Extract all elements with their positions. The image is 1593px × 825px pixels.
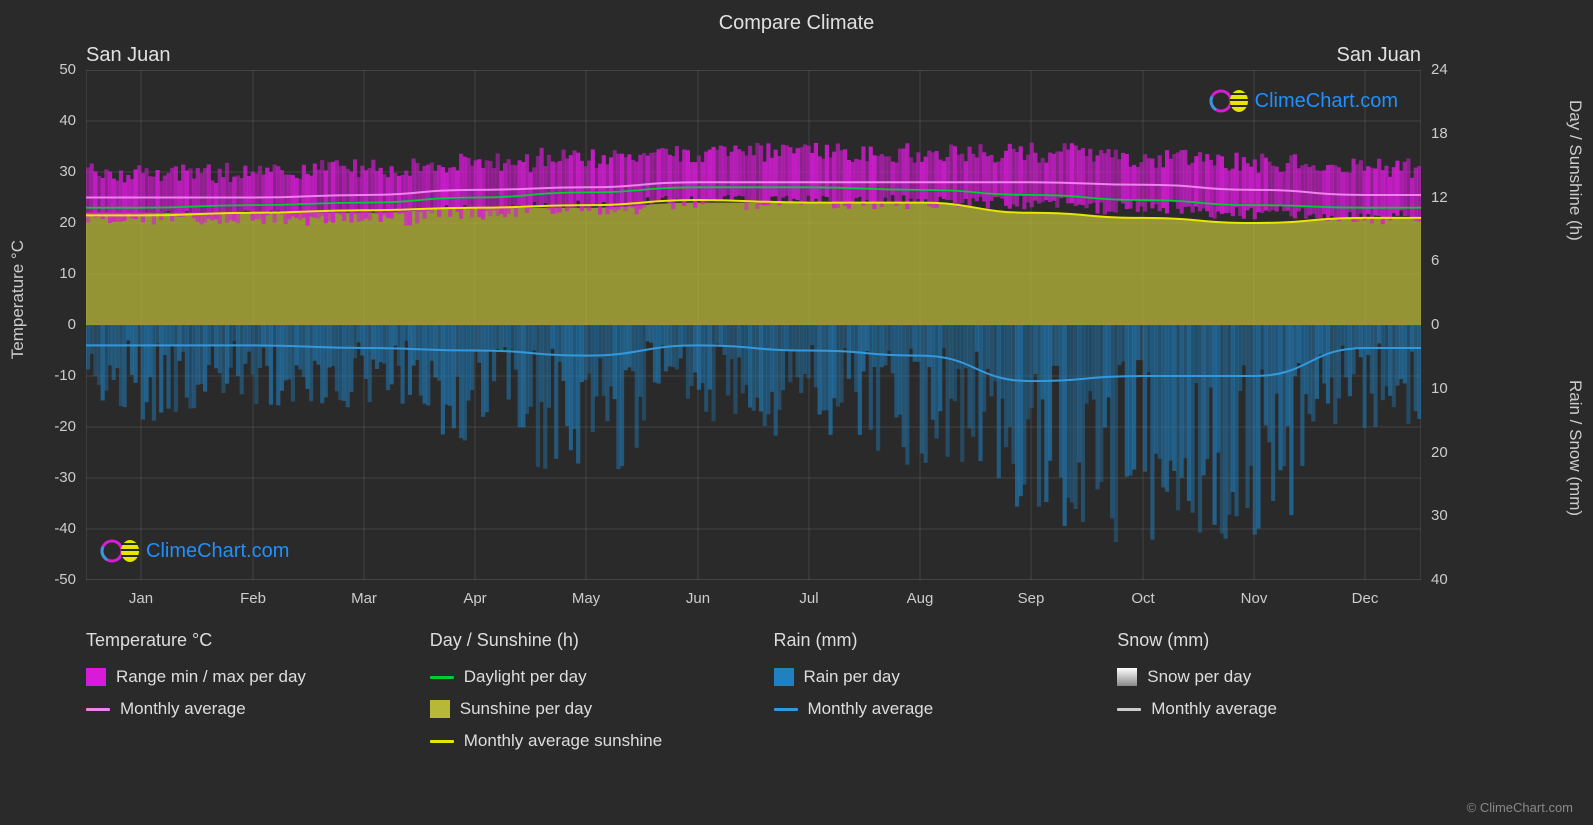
x-tick: Jun xyxy=(686,590,710,607)
legend-label-temp-avg: Monthly average xyxy=(120,699,246,719)
x-tick: Dec xyxy=(1352,590,1379,607)
swatch-snow-avg-icon xyxy=(1117,708,1141,711)
y-tick-right: 6 xyxy=(1431,252,1439,269)
swatch-daylight-icon xyxy=(430,676,454,679)
legend-col-snow: Snow (mm) Snow per day Monthly average xyxy=(1117,630,1421,751)
watermark-text: ClimeChart.com xyxy=(146,540,289,563)
city-label-left: San Juan xyxy=(86,44,171,67)
chart-title: Compare Climate xyxy=(0,0,1593,35)
legend-item-snow-avg: Monthly average xyxy=(1117,699,1421,719)
y-axis-label-temperature: Temperature °C xyxy=(8,240,28,359)
y-tick-left: 10 xyxy=(26,265,76,282)
legend-header-temperature: Temperature °C xyxy=(86,630,390,651)
legend-label-sunshine: Sunshine per day xyxy=(460,699,592,719)
y-tick-right: 24 xyxy=(1431,61,1448,78)
y-tick-right: 30 xyxy=(1431,507,1448,524)
climechart-logo-icon xyxy=(1209,88,1249,114)
legend-item-rain: Rain per day xyxy=(774,667,1078,687)
swatch-sunshine-icon xyxy=(430,700,450,718)
legend-item-sunshine: Sunshine per day xyxy=(430,699,734,719)
watermark-top: ClimeChart.com xyxy=(1209,88,1398,114)
legend-label-daylight: Daylight per day xyxy=(464,667,587,687)
chart-container: Compare Climate San Juan San Juan Temper… xyxy=(0,0,1593,825)
legend-label-rain: Rain per day xyxy=(804,667,900,687)
swatch-snow-icon xyxy=(1117,668,1137,686)
y-tick-left: -50 xyxy=(26,571,76,588)
y-tick-left: -30 xyxy=(26,469,76,486)
legend-item-sunshine-avg: Monthly average sunshine xyxy=(430,731,734,751)
legend-item-daylight: Daylight per day xyxy=(430,667,734,687)
y-tick-right: 10 xyxy=(1431,380,1448,397)
legend-item-rain-avg: Monthly average xyxy=(774,699,1078,719)
y-tick-left: -20 xyxy=(26,418,76,435)
x-tick: Jul xyxy=(799,590,818,607)
y-tick-left: 0 xyxy=(26,316,76,333)
legend-item-snow: Snow per day xyxy=(1117,667,1421,687)
legend-item-temp-range: Range min / max per day xyxy=(86,667,390,687)
legend-header-snow: Snow (mm) xyxy=(1117,630,1421,651)
legend-item-temp-avg: Monthly average xyxy=(86,699,390,719)
y-tick-right: 18 xyxy=(1431,125,1448,142)
y-tick-left: -10 xyxy=(26,367,76,384)
swatch-temp-range-icon xyxy=(86,668,106,686)
legend-label-snow-avg: Monthly average xyxy=(1151,699,1277,719)
chart-svg xyxy=(86,70,1421,580)
y-tick-left: -40 xyxy=(26,520,76,537)
legend-header-rain: Rain (mm) xyxy=(774,630,1078,651)
swatch-temp-avg-icon xyxy=(86,708,110,711)
x-tick: Aug xyxy=(907,590,934,607)
climechart-logo-icon xyxy=(100,538,140,564)
x-tick: Mar xyxy=(351,590,377,607)
y-tick-left: 20 xyxy=(26,214,76,231)
swatch-sunshine-avg-icon xyxy=(430,740,454,743)
swatch-rain-avg-icon xyxy=(774,708,798,711)
legend-col-temperature: Temperature °C Range min / max per day M… xyxy=(86,630,390,751)
y-tick-left: 30 xyxy=(26,163,76,180)
y-axis-label-daylight: Day / Sunshine (h) xyxy=(1565,100,1585,241)
city-label-right: San Juan xyxy=(1336,44,1421,67)
y-tick-right: 20 xyxy=(1431,444,1448,461)
watermark-bottom: ClimeChart.com xyxy=(100,538,289,564)
legend-header-daylight: Day / Sunshine (h) xyxy=(430,630,734,651)
x-tick: Oct xyxy=(1131,590,1154,607)
chart-plot-area: JanFebMarAprMayJunJulAugSepOctNovDec-50-… xyxy=(86,70,1421,580)
watermark-text: ClimeChart.com xyxy=(1255,90,1398,113)
x-tick: Nov xyxy=(1241,590,1268,607)
copyright-text: © ClimeChart.com xyxy=(1467,800,1573,815)
swatch-rain-icon xyxy=(774,668,794,686)
y-tick-left: 50 xyxy=(26,61,76,78)
legend-col-daylight: Day / Sunshine (h) Daylight per day Suns… xyxy=(430,630,734,751)
x-tick: Jan xyxy=(129,590,153,607)
y-tick-right: 12 xyxy=(1431,189,1448,206)
y-tick-left: 40 xyxy=(26,112,76,129)
y-axis-label-rain: Rain / Snow (mm) xyxy=(1565,380,1585,516)
y-tick-right: 40 xyxy=(1431,571,1448,588)
legend-label-snow: Snow per day xyxy=(1147,667,1251,687)
x-tick: Sep xyxy=(1018,590,1045,607)
legend-label-temp-range: Range min / max per day xyxy=(116,667,306,687)
x-tick: May xyxy=(572,590,600,607)
legend-label-sunshine-avg: Monthly average sunshine xyxy=(464,731,662,751)
x-tick: Feb xyxy=(240,590,266,607)
legend-label-rain-avg: Monthly average xyxy=(808,699,934,719)
x-tick: Apr xyxy=(463,590,486,607)
legend-col-rain: Rain (mm) Rain per day Monthly average xyxy=(774,630,1078,751)
y-tick-right: 0 xyxy=(1431,316,1439,333)
legend: Temperature °C Range min / max per day M… xyxy=(86,630,1421,751)
